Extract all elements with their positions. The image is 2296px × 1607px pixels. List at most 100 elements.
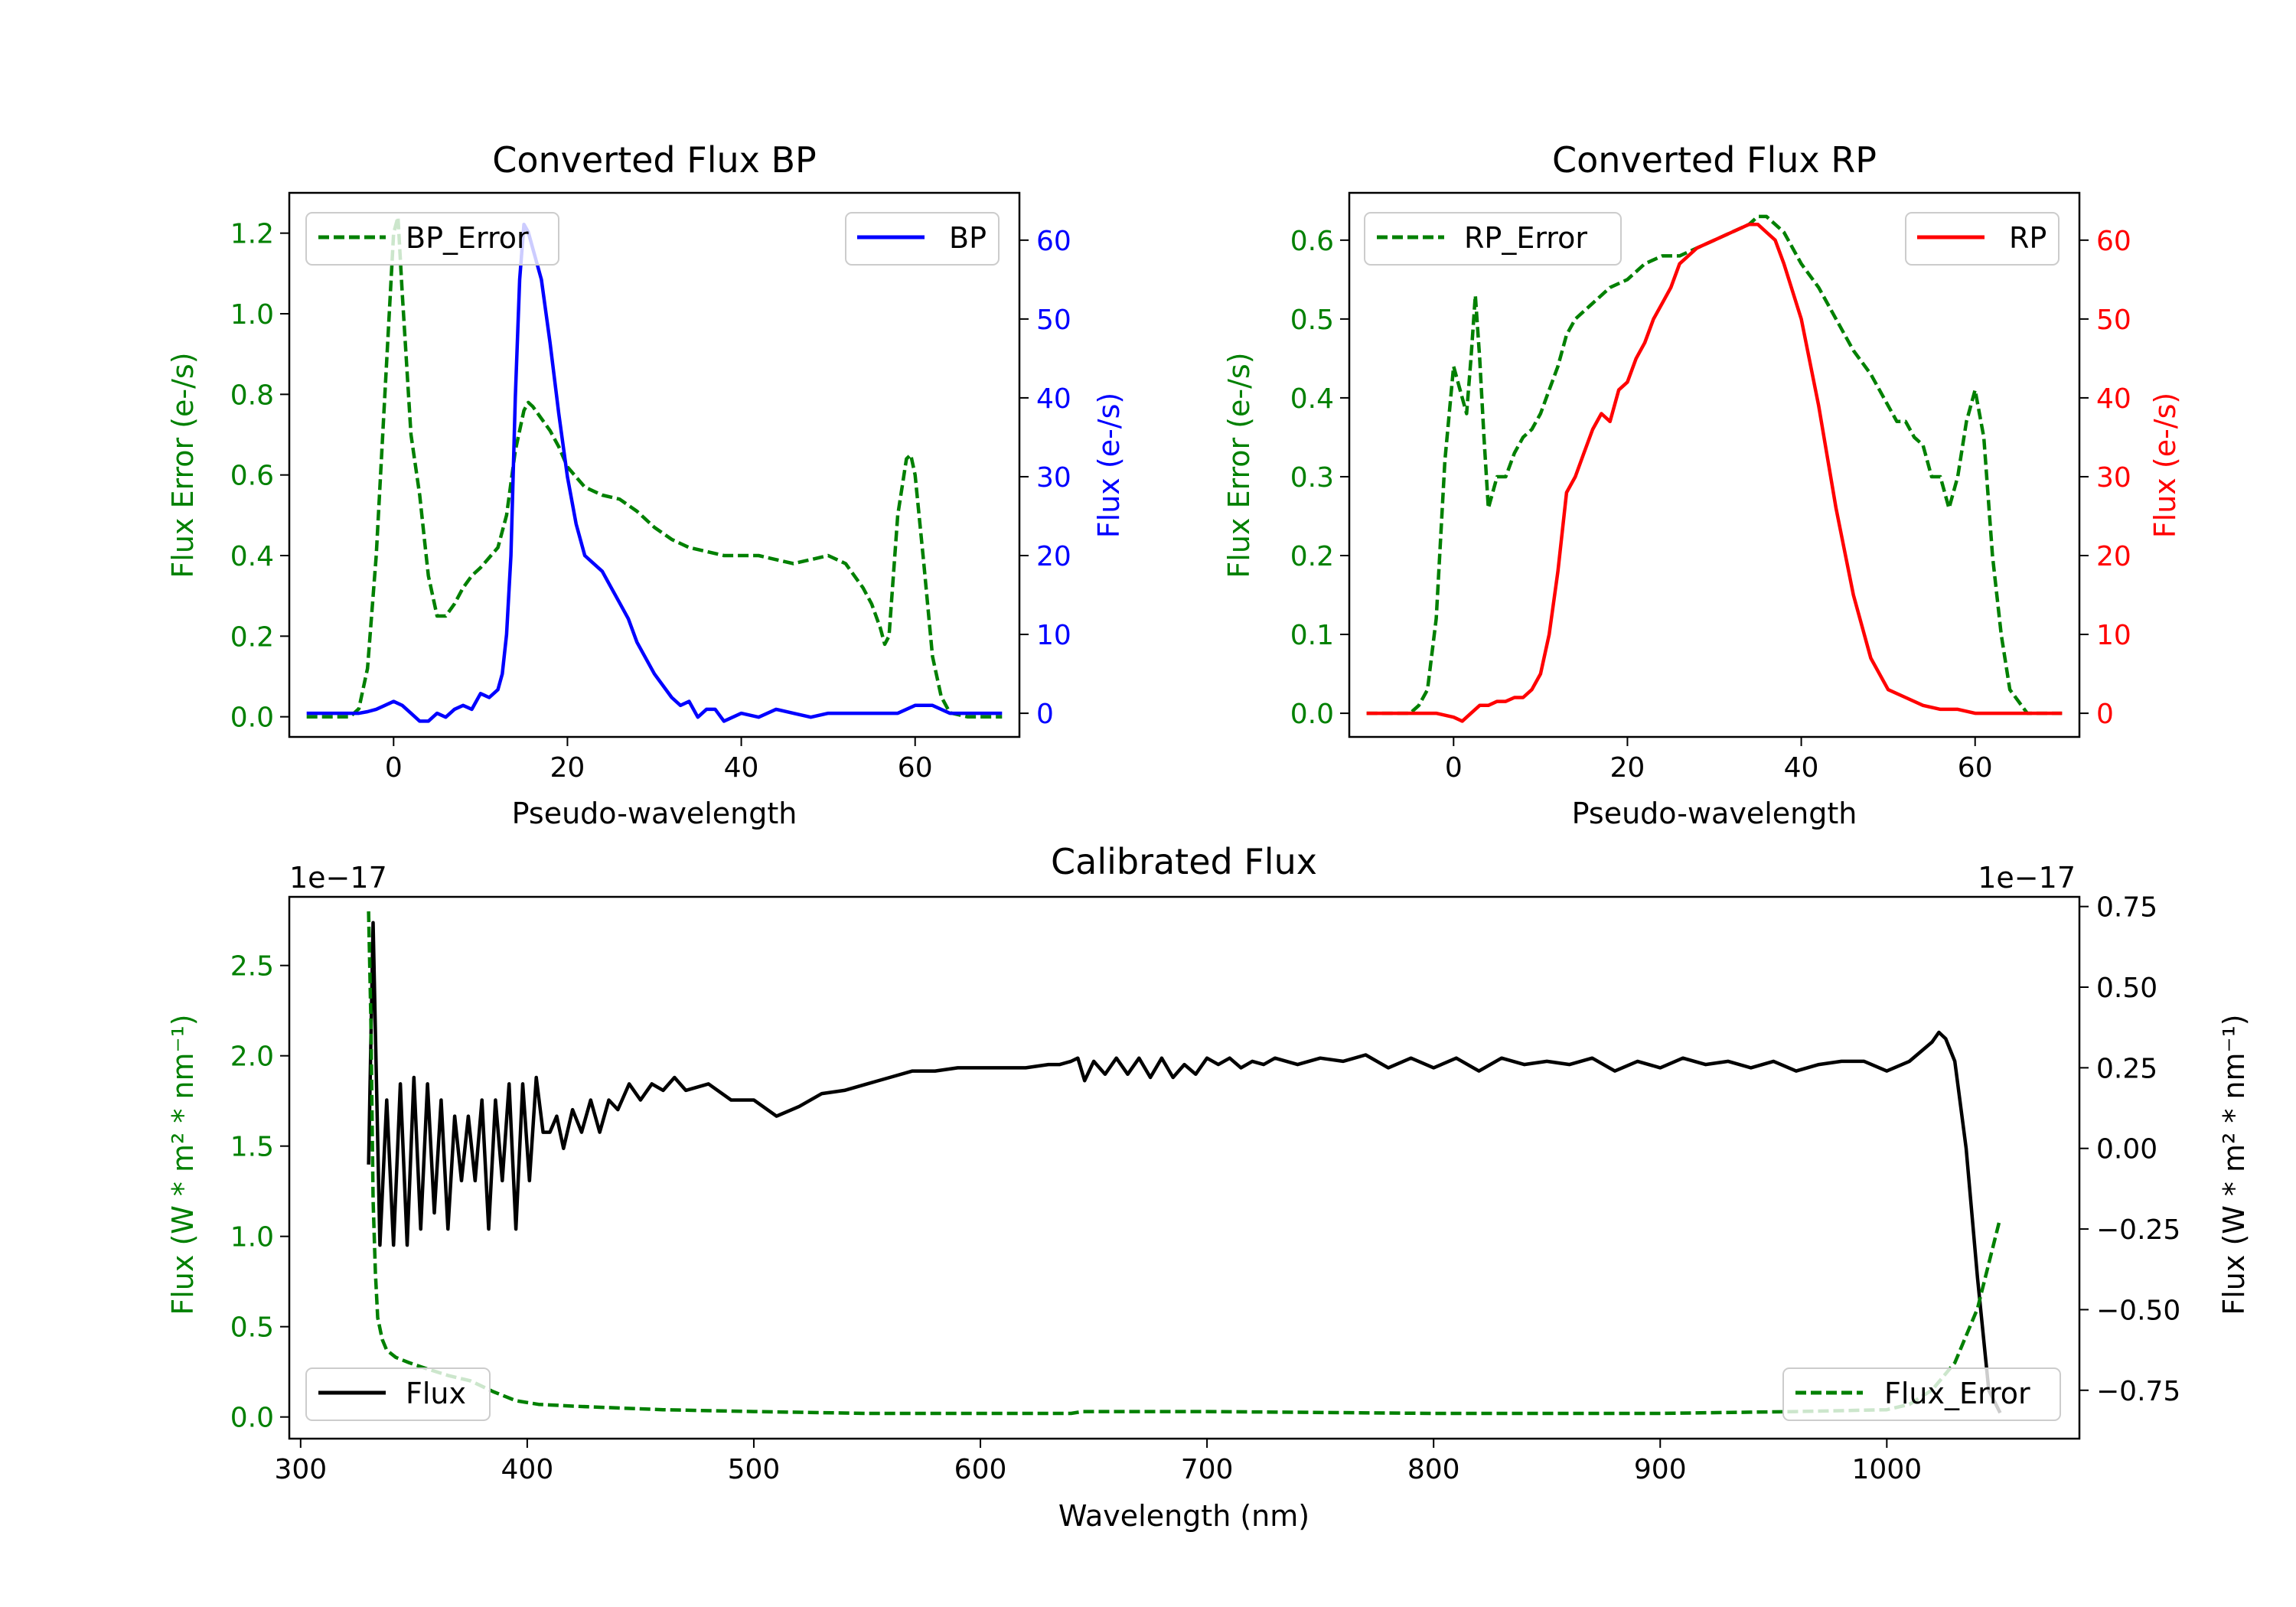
cal-legend-error-label: Flux_Error — [1884, 1377, 2030, 1410]
rp-right-y-tick-label: 50 — [2096, 305, 2131, 336]
rp-legend-flux[interactable]: RP — [1905, 212, 2060, 266]
rp-x-tick-label: 40 — [1784, 752, 1819, 784]
bp-series-bp — [306, 222, 1003, 723]
cal-plot-area: 300 400 500 600 700 800 900 1000 0.0 0.5 1.0 1.5 2.0… — [230, 892, 2181, 1485]
cal-left-y-tick-label: 0.0 — [230, 1403, 274, 1434]
cal-left-y-tick-label: 1.5 — [230, 1132, 274, 1163]
bp-x-tick-label: 40 — [724, 752, 759, 784]
cal-legend-error-box — [1782, 1367, 2061, 1421]
bp-right-y-tick-label: 30 — [1036, 462, 1071, 494]
cal-right-y-tick-label: −0.50 — [2096, 1295, 2180, 1326]
rp-left-y-tick-label: 0.4 — [1290, 383, 1334, 415]
bp-left-y-tick-label: 0.6 — [230, 461, 274, 492]
bp-x-tick-label: 60 — [898, 752, 933, 784]
cal-series-flux — [367, 921, 2002, 1414]
bp-right-y-tick-label: 0 — [1036, 699, 1054, 730]
cal-left-y-tick-label: 2.0 — [230, 1041, 274, 1073]
bp-series-bp-error — [306, 215, 1003, 719]
rp-left-y-tick-label: 0.1 — [1290, 620, 1334, 651]
bp-right-y-tick-label: 60 — [1036, 226, 1071, 257]
rp-right-y-tick-label: 10 — [2096, 620, 2131, 651]
bp-right-y-tick-label: 20 — [1036, 541, 1071, 572]
rp-right-y-axis-label: Flux (e-/s) — [2148, 393, 2182, 538]
bp-x-tick-label: 20 — [550, 752, 585, 784]
cal-right-y-tick-label: 0.50 — [2096, 973, 2157, 1004]
bp-left-y-tick-label: 0.0 — [230, 702, 274, 734]
cal-legend-flux-label: Flux — [406, 1377, 466, 1410]
cal-x-tick-label: 500 — [728, 1454, 781, 1485]
cal-x-tick-label: 900 — [1634, 1454, 1687, 1485]
rp-x-axis-label: Pseudo-wavelength — [1572, 797, 1857, 830]
rp-legend-error-label: RP_Error — [1464, 221, 1587, 255]
rp-panel: Converted Flux RP 0 20 40 60 0.0 0.1 0.2 0.3 0.4… — [1222, 139, 2182, 830]
rp-x-tick-label: 20 — [1610, 752, 1645, 784]
cal-x-tick-label: 300 — [274, 1454, 327, 1485]
bp-legend-error-box — [305, 212, 559, 266]
bp-legend-error[interactable]: BP_Error — [305, 212, 559, 266]
bp-legend-flux[interactable]: BP — [845, 212, 1000, 266]
rp-right-y-tick-label: 40 — [2096, 383, 2131, 415]
cal-legend-flux[interactable]: Flux — [305, 1367, 491, 1421]
rp-x-tick-label: 0 — [1445, 752, 1463, 784]
cal-right-y-axis-label: Flux (W * m² * nm⁻¹) — [2217, 1014, 2251, 1315]
cal-x-tick-label: 800 — [1407, 1454, 1460, 1485]
cal-x-tick-label: 400 — [501, 1454, 554, 1485]
rp-title: Converted Flux RP — [1552, 139, 1877, 181]
cal-left-y-tick-label: 1.0 — [230, 1222, 274, 1253]
bp-left-y-tick-label: 0.4 — [230, 541, 274, 572]
cal-right-y-tick-label: 0.25 — [2096, 1053, 2157, 1084]
bp-right-y-tick-label: 40 — [1036, 383, 1071, 415]
bp-left-y-axis-label: Flux Error (e-/s) — [166, 352, 200, 578]
rp-legend-flux-label: RP — [2009, 221, 2047, 255]
rp-left-y-tick-label: 0.5 — [1290, 305, 1334, 336]
bp-left-y-tick-label: 1.2 — [230, 219, 274, 250]
calibrated-panel: Calibrated Flux 1e−17 1e−17 300 400 500 600… — [166, 841, 2251, 1533]
rp-plot-area: 0 20 40 60 0.0 0.1 0.2 0.3 0.4 0.5 0.6 0 10 20 30 40 50 6… — [1290, 191, 2131, 784]
rp-left-y-tick-label: 0.0 — [1290, 699, 1334, 730]
bp-left-y-tick-label: 0.2 — [230, 621, 274, 653]
cal-right-offset-label: 1e−17 — [1978, 861, 2076, 895]
rp-right-y-tick-label: 20 — [2096, 541, 2131, 572]
bp-axes-frame — [288, 191, 1021, 738]
bp-left-y-tick-label: 1.0 — [230, 299, 274, 331]
bp-legend-flux-label: BP — [949, 221, 987, 255]
bp-right-y-axis-label: Flux (e-/s) — [1092, 393, 1126, 538]
bp-plot-area: 0 20 40 60 0.0 0.2 0.4 0.6 0.8 1.0 1.2 0 10 20 30 40 50 6… — [230, 191, 1071, 784]
cal-title: Calibrated Flux — [1051, 841, 1317, 882]
rp-right-y-tick-label: 60 — [2096, 226, 2131, 257]
rp-left-y-tick-label: 0.2 — [1290, 541, 1334, 572]
cal-right-y-tick-label: −0.25 — [2096, 1214, 2180, 1246]
bp-left-y-tick-label: 0.8 — [230, 380, 274, 411]
cal-x-tick-label: 1000 — [1852, 1454, 1923, 1485]
rp-left-y-tick-label: 0.3 — [1290, 462, 1334, 494]
rp-legend-error-box — [1364, 212, 1622, 266]
rp-series-rp-error — [1366, 214, 2063, 715]
cal-right-y-tick-label: −0.75 — [2096, 1376, 2180, 1407]
bp-x-axis-label: Pseudo-wavelength — [512, 797, 797, 830]
cal-x-tick-label: 600 — [954, 1454, 1007, 1485]
bp-title: Converted Flux BP — [492, 139, 817, 181]
cal-x-axis-label: Wavelength (nm) — [1058, 1499, 1309, 1533]
cal-left-offset-label: 1e−17 — [289, 861, 387, 895]
bp-right-y-tick-label: 50 — [1036, 305, 1071, 336]
rp-left-y-tick-label: 0.6 — [1290, 226, 1334, 257]
rp-legend-error[interactable]: RP_Error — [1364, 212, 1622, 266]
rp-right-y-tick-label: 0 — [2096, 699, 2114, 730]
rp-left-y-axis-label: Flux Error (e-/s) — [1222, 352, 1256, 578]
cal-right-y-tick-label: 0.75 — [2096, 892, 2157, 924]
rp-right-y-tick-label: 30 — [2096, 462, 2131, 494]
cal-legend-error[interactable]: Flux_Error — [1782, 1367, 2061, 1421]
cal-x-tick-label: 700 — [1181, 1454, 1234, 1485]
cal-left-y-tick-label: 0.5 — [230, 1312, 274, 1344]
cal-right-y-tick-label: 0.00 — [2096, 1134, 2157, 1165]
cal-left-y-axis-label: Flux (W * m² * nm⁻¹) — [166, 1014, 200, 1315]
bp-x-tick-label: 0 — [385, 752, 403, 784]
bp-panel: Converted Flux BP 0 20 40 60 0.0 0.2 0.4 0.6 0.8… — [166, 139, 1126, 830]
cal-axes-frame — [288, 895, 2081, 1440]
rp-axes-frame — [1348, 191, 2081, 738]
rp-x-tick-label: 60 — [1958, 752, 1993, 784]
rp-series-rp — [1366, 222, 2063, 723]
bp-right-y-tick-label: 10 — [1036, 620, 1071, 651]
cal-left-y-tick-label: 2.5 — [230, 951, 274, 983]
